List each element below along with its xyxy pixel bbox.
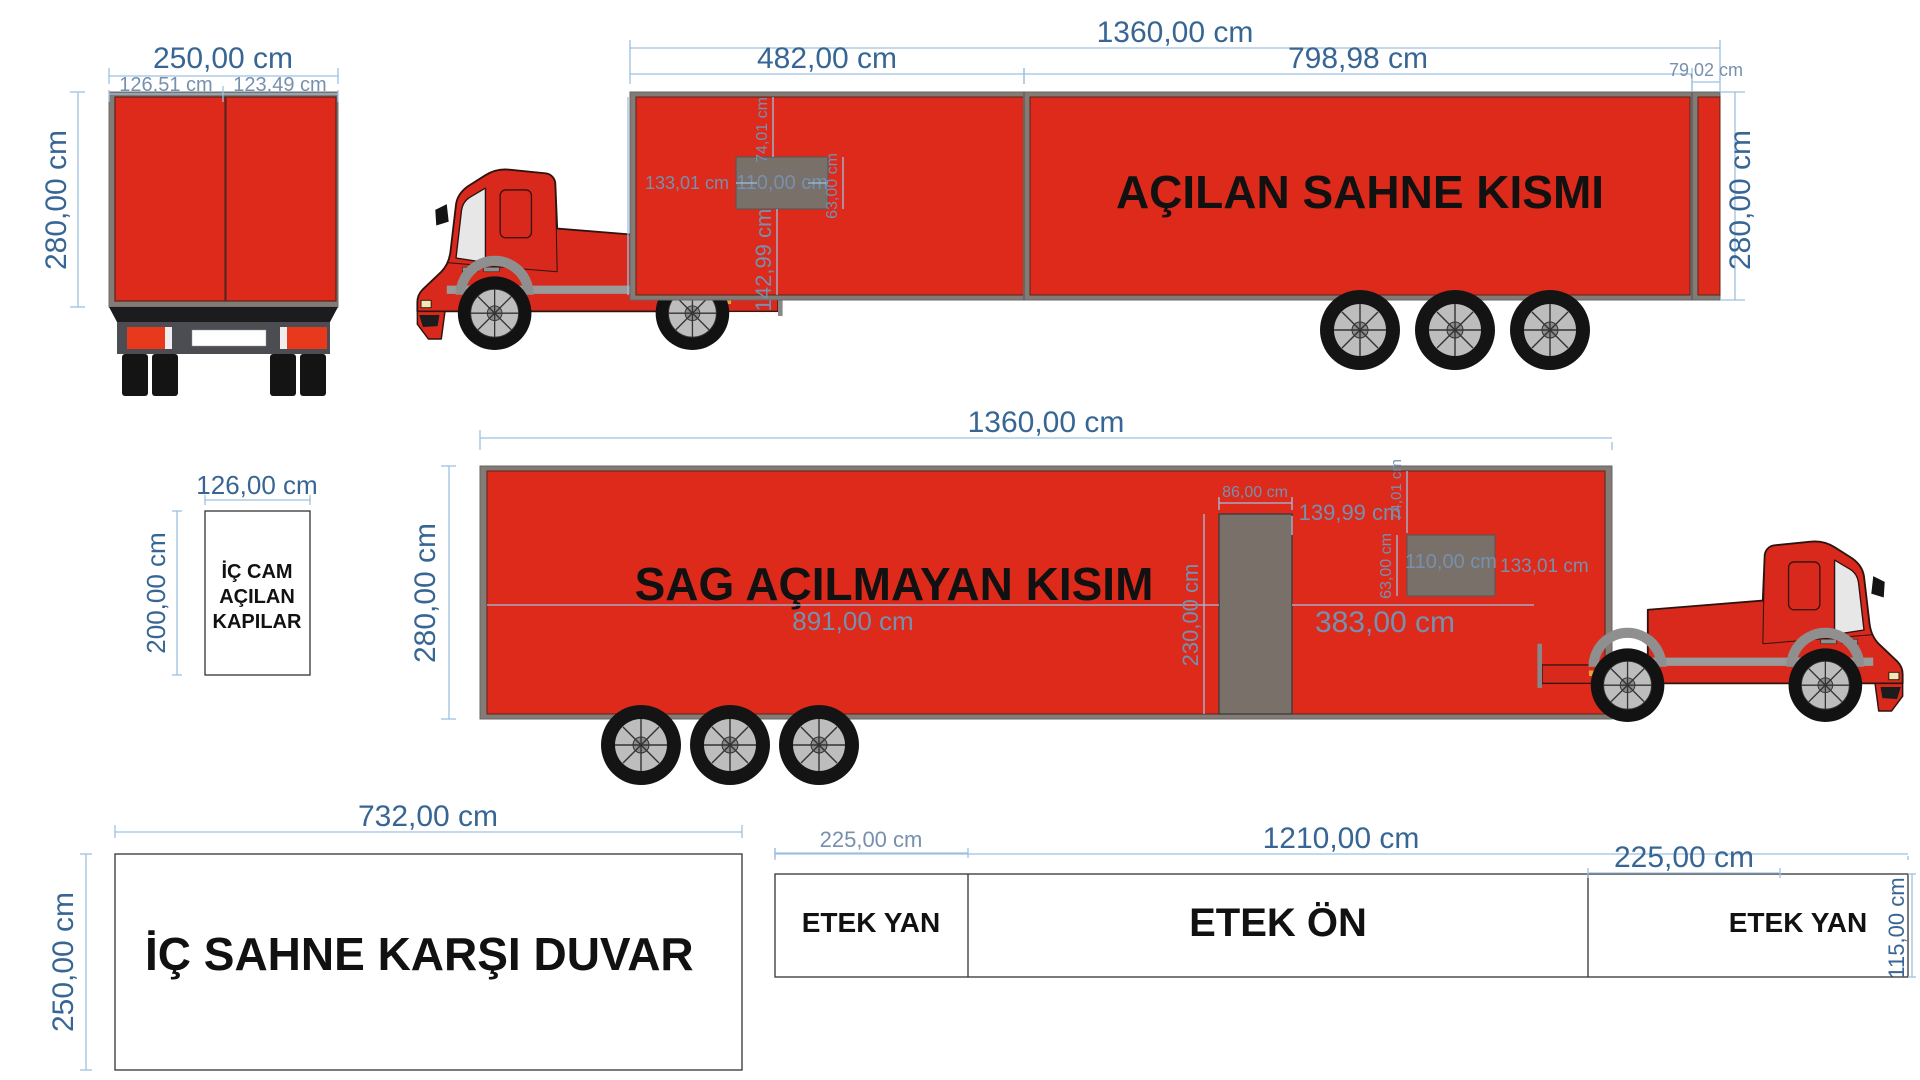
svg-text:133,01 cm: 133,01 cm [645, 173, 729, 193]
svg-text:142,99 cm: 142,99 cm [751, 209, 776, 312]
svg-text:280,00 cm: 280,00 cm [40, 130, 73, 270]
svg-text:ETEK ÖN: ETEK ÖN [1189, 900, 1367, 945]
svg-text:ETEK YAN: ETEK YAN [1729, 907, 1868, 938]
svg-text:KAPILAR: KAPILAR [213, 611, 302, 633]
svg-text:63,00 cm: 63,00 cm [1378, 533, 1395, 599]
svg-text:74,01 cm: 74,01 cm [1388, 459, 1405, 521]
svg-text:AÇILAN: AÇILAN [219, 586, 295, 608]
svg-text:891,00 cm: 891,00 cm [792, 606, 913, 636]
svg-text:110,00 cm: 110,00 cm [1405, 551, 1497, 573]
svg-text:280,00 cm: 280,00 cm [1724, 130, 1757, 270]
svg-text:732,00 cm: 732,00 cm [358, 800, 498, 833]
svg-text:133,01 cm: 133,01 cm [1500, 556, 1589, 577]
svg-text:74,01 cm: 74,01 cm [754, 97, 771, 163]
svg-text:200,00 cm: 200,00 cm [141, 532, 171, 653]
svg-text:250,00 cm: 250,00 cm [153, 42, 293, 75]
svg-text:86,00 cm: 86,00 cm [1222, 484, 1288, 501]
svg-text:AÇILAN SAHNE KISMI: AÇILAN SAHNE KISMI [1116, 166, 1604, 218]
svg-text:1210,00 cm: 1210,00 cm [1263, 822, 1420, 855]
svg-text:ETEK YAN: ETEK YAN [802, 907, 941, 938]
svg-text:250,00 cm: 250,00 cm [47, 892, 80, 1032]
svg-text:1360,00 cm: 1360,00 cm [968, 406, 1125, 439]
svg-text:115,00 cm: 115,00 cm [1884, 877, 1909, 978]
svg-text:İÇ SAHNE KARŞI DUVAR: İÇ SAHNE KARŞI DUVAR [145, 928, 694, 980]
svg-text:225,00 cm: 225,00 cm [820, 827, 923, 852]
svg-text:İÇ CAM: İÇ CAM [221, 560, 292, 583]
svg-text:1360,00 cm: 1360,00 cm [1097, 16, 1254, 49]
svg-text:798,98 cm: 798,98 cm [1288, 42, 1428, 75]
svg-text:139,99 cm: 139,99 cm [1299, 500, 1402, 525]
svg-text:482,00 cm: 482,00 cm [757, 42, 897, 75]
svg-text:225,00 cm: 225,00 cm [1614, 841, 1754, 874]
svg-text:63,00 cm: 63,00 cm [824, 153, 841, 219]
svg-text:230,00 cm: 230,00 cm [1178, 564, 1203, 667]
svg-text:79,02 cm: 79,02 cm [1669, 60, 1743, 80]
svg-text:383,00 cm: 383,00 cm [1315, 606, 1455, 639]
svg-text:126,51 cm: 126,51 cm [119, 74, 212, 96]
svg-text:126,00 cm: 126,00 cm [196, 470, 317, 500]
svg-text:280,00 cm: 280,00 cm [409, 523, 442, 663]
svg-text:SAG AÇILMAYAN KISIM: SAG AÇILMAYAN KISIM [635, 558, 1154, 610]
svg-text:123,49 cm: 123,49 cm [233, 74, 326, 96]
